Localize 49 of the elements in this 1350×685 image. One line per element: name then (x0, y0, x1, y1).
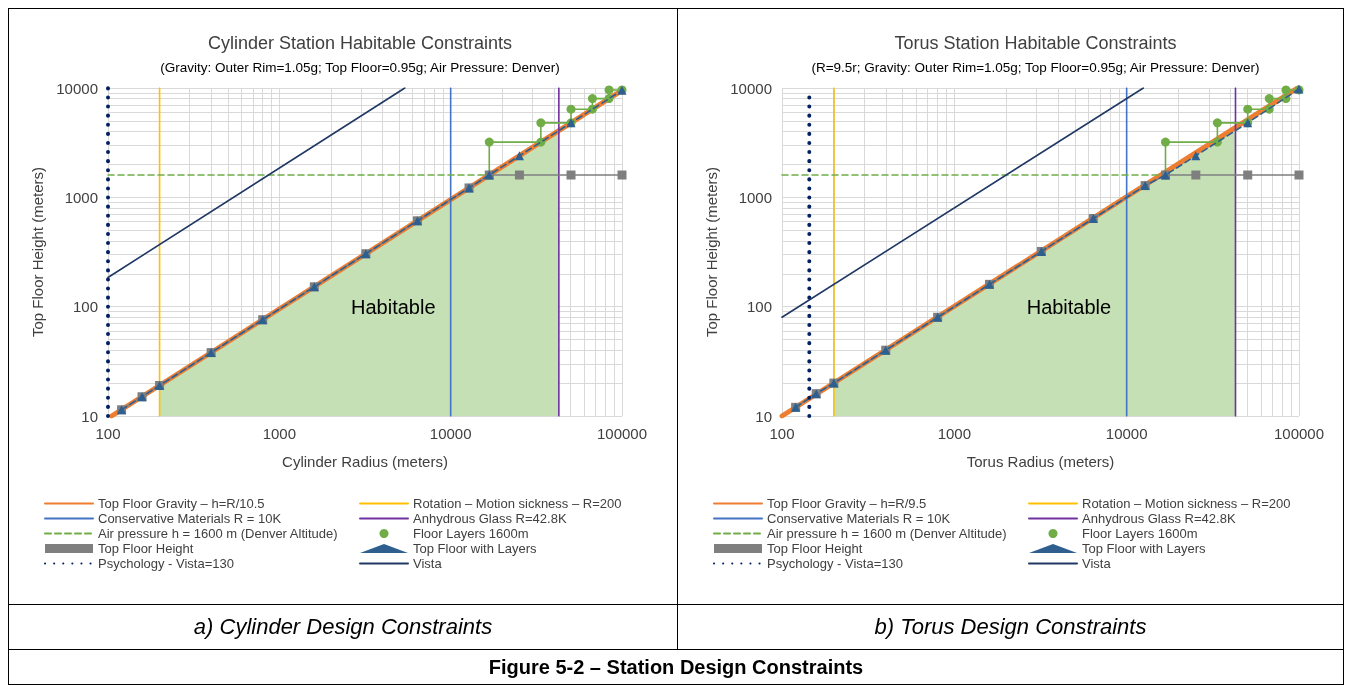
legend-label: Floor Layers 1600m (413, 526, 529, 541)
y-tick-label: 10000 (56, 79, 98, 97)
chart-subtitle: (R=9.5r; Gravity: Outer Rim=1.05g; Top Floor=0.95g; Air Pressure: Denver) (811, 59, 1260, 75)
legend-label: Top Floor Height (98, 541, 194, 556)
y-tick-label: 100 (72, 298, 98, 316)
y-tick-label: 10 (755, 407, 772, 425)
legend-label: Air pressure h = 1600 m (Denver Altitude) (98, 526, 338, 541)
x-axis-title: Torus Radius (meters) (966, 453, 1115, 470)
y-tick-label: 1000 (64, 188, 98, 206)
legend-label: Air pressure h = 1600 m (Denver Altitude) (767, 526, 1007, 541)
x-tick-label: 1000 (262, 425, 297, 442)
legend-label: Top Floor Height (767, 541, 863, 556)
legend-label: Top Floor with Layers (1082, 541, 1207, 556)
caption: Figure 5-2 – Station Design Constraints (9, 649, 1343, 685)
x-tick-label: 100 (95, 425, 121, 442)
y-tick-label: 10 (81, 407, 98, 425)
legend-label: Psychology - Vista=130 (98, 556, 234, 571)
y-axis-title: Top Floor Height (meters) (703, 166, 721, 338)
y-tick-label: 100 (746, 298, 772, 316)
chart-subtitle: (Gravity: Outer Rim=1.05g; Top Floor=0.95g; Air Pressure: Denver) (160, 59, 560, 75)
annotation: Habitable (1026, 295, 1112, 318)
legend-label: Top Floor with Layers (413, 541, 538, 556)
legend-label: Conservative Materials R = 10K (767, 511, 951, 526)
legend-label: Vista (1082, 556, 1112, 571)
legend-label: Psychology - Vista=130 (767, 556, 903, 571)
y-axis-title: Top Floor Height (meters) (29, 166, 47, 338)
legend-label: Anhydrous Glass R=42.8K (1082, 511, 1236, 526)
legend-label: Top Floor Gravity – h=R/10.5 (98, 496, 265, 511)
legend-label: Vista (413, 556, 443, 571)
y-tick-label: 10000 (730, 79, 772, 97)
x-tick-label: 100 (769, 425, 795, 442)
text: a) Cylinder Design Constraints (9, 604, 677, 649)
legend-label: Top Floor Gravity – h=R/9.5 (767, 496, 927, 511)
x-axis-title: Cylinder Radius (meters) (282, 453, 448, 470)
legend-label: Anhydrous Glass R=42.8K (413, 511, 567, 526)
x-tick-label: 10000 (1105, 425, 1148, 442)
legend-label: Rotation – Motion sickness – R=200 (413, 496, 622, 511)
chart-title: Cylinder Station Habitable Constraints (207, 33, 513, 53)
x-tick-label: 1000 (937, 425, 972, 442)
legend-label: Conservative Materials R = 10K (98, 511, 282, 526)
x-tick-label: 100000 (596, 425, 648, 442)
legend-label: Rotation – Motion sickness – R=200 (1082, 496, 1291, 511)
legend-label: Floor Layers 1600m (1082, 526, 1198, 541)
x-tick-label: 100000 (1273, 425, 1325, 442)
chart-title: Torus Station Habitable Constraints (894, 33, 1177, 53)
text: b) Torus Design Constraints (678, 604, 1343, 649)
x-tick-label: 10000 (429, 425, 472, 442)
y-tick-label: 1000 (738, 188, 772, 206)
annotation: Habitable (351, 295, 436, 318)
